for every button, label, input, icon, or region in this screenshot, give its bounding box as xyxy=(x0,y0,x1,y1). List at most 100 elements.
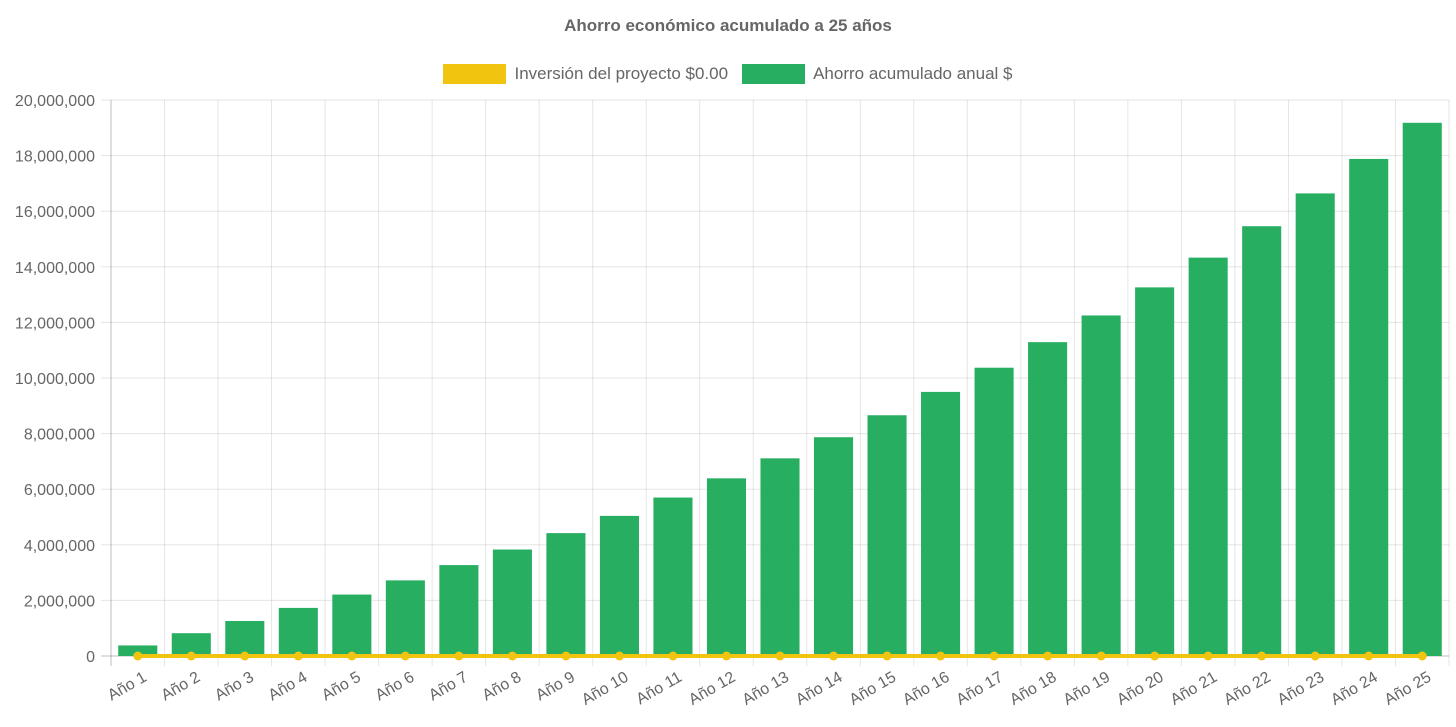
x-tick-label: Año 1 xyxy=(105,669,150,705)
bar xyxy=(1402,122,1442,656)
y-tick-label: 10,000,000 xyxy=(15,371,95,388)
line-point xyxy=(1043,651,1053,661)
bar xyxy=(1081,315,1121,656)
x-tick-label: Año 21 xyxy=(1168,669,1221,709)
x-tick-label: Año 7 xyxy=(426,669,471,705)
x-tick-label: Año 16 xyxy=(900,669,953,709)
line-point xyxy=(614,651,624,661)
x-tick-label: Año 12 xyxy=(686,669,739,709)
bar xyxy=(1295,193,1335,656)
y-tick-label: 12,000,000 xyxy=(15,315,95,332)
bar xyxy=(171,633,211,656)
line-point xyxy=(293,651,303,661)
line-point xyxy=(1203,651,1213,661)
bar xyxy=(1028,342,1068,656)
x-axis: Año 1 Año 2 Año 3 Año 4 Año 5 Año 6 Año 7 Año 8… xyxy=(105,669,1434,709)
bar xyxy=(760,458,800,656)
x-tick-label: Año 18 xyxy=(1007,669,1060,709)
x-tick-label: Año 2 xyxy=(159,669,204,705)
x-tick-label: Año 4 xyxy=(266,669,311,705)
x-tick-label: Año 25 xyxy=(1382,669,1435,709)
line-point xyxy=(989,651,999,661)
bar xyxy=(492,549,532,656)
legend-item-inversion[interactable]: Inversión del proyecto $0.00 xyxy=(443,64,728,84)
y-tick-label: 6,000,000 xyxy=(24,482,95,499)
line-point xyxy=(507,651,517,661)
x-tick-label: Año 20 xyxy=(1114,669,1167,709)
line-point xyxy=(1150,651,1160,661)
bar xyxy=(1188,257,1228,656)
line-point xyxy=(347,651,357,661)
x-tick-label: Año 6 xyxy=(373,669,418,705)
bar xyxy=(1349,158,1389,656)
line-point xyxy=(1257,651,1267,661)
x-tick-label: Año 22 xyxy=(1221,669,1274,709)
bar xyxy=(706,478,747,656)
bar xyxy=(653,497,693,656)
y-tick-label: 14,000,000 xyxy=(15,260,95,277)
bar xyxy=(599,515,639,656)
legend: Inversión del proyecto $0.00 Ahorro acum… xyxy=(0,64,1456,84)
y-tick-label: 8,000,000 xyxy=(24,427,95,444)
bar xyxy=(332,594,372,656)
x-tick-label: Año 13 xyxy=(740,669,793,709)
line-point xyxy=(668,651,678,661)
line-point xyxy=(1310,651,1320,661)
y-tick-label: 0 xyxy=(86,649,95,666)
legend-label-inversion: Inversión del proyecto $0.00 xyxy=(514,64,729,83)
line-point xyxy=(561,651,571,661)
line-layer xyxy=(133,651,1427,661)
bar-layer xyxy=(118,122,1442,656)
x-tick-label: Año 8 xyxy=(480,669,525,705)
line-point xyxy=(829,651,839,661)
legend-swatch-ahorro xyxy=(742,64,806,84)
y-tick-label: 4,000,000 xyxy=(24,538,95,555)
x-tick-label: Año 24 xyxy=(1328,669,1381,709)
bar xyxy=(118,645,158,656)
line-point xyxy=(882,651,892,661)
line-point xyxy=(1096,651,1106,661)
bar xyxy=(385,580,425,656)
x-tick-label: Año 3 xyxy=(212,669,257,705)
legend-swatch-inversion xyxy=(443,64,507,84)
bar xyxy=(974,367,1014,656)
x-tick-label: Año 10 xyxy=(579,669,632,709)
x-tick-label: Año 15 xyxy=(847,669,900,709)
bar xyxy=(225,620,265,656)
x-tick-label: Año 9 xyxy=(533,669,578,705)
line-point xyxy=(1417,651,1427,661)
x-tick-label: Año 17 xyxy=(954,669,1007,709)
x-tick-label: Año 5 xyxy=(319,669,364,705)
chart-title: Ahorro económico acumulado a 25 años xyxy=(564,16,892,35)
bar xyxy=(278,607,318,656)
line-point xyxy=(186,651,196,661)
line-point xyxy=(133,651,143,661)
bar xyxy=(921,391,961,656)
y-tick-label: 16,000,000 xyxy=(15,204,95,221)
y-tick-label: 18,000,000 xyxy=(15,149,95,166)
bar xyxy=(439,565,479,656)
line-point xyxy=(721,651,731,661)
x-tick-label: Año 23 xyxy=(1275,669,1328,709)
y-axis: 0 2,000,000 4,000,000 6,000,000 8,000,000 10,… xyxy=(15,93,95,666)
y-tick-label: 20,000,000 xyxy=(15,93,95,110)
bar xyxy=(546,533,586,656)
line-point xyxy=(1364,651,1374,661)
legend-label-ahorro: Ahorro acumulado anual $ xyxy=(813,64,1013,83)
x-tick-label: Año 11 xyxy=(634,669,685,709)
line-point xyxy=(400,651,410,661)
bar xyxy=(1242,226,1282,656)
line-point xyxy=(936,651,946,661)
x-tick-label: Año 14 xyxy=(793,669,846,709)
y-tick-label: 2,000,000 xyxy=(24,593,95,610)
line-point xyxy=(454,651,464,661)
bar xyxy=(867,415,907,656)
bar xyxy=(813,437,854,656)
line-point xyxy=(240,651,250,661)
line-point xyxy=(775,651,785,661)
legend-item-ahorro[interactable]: Ahorro acumulado anual $ xyxy=(742,64,1013,84)
bar xyxy=(1135,287,1175,656)
x-tick-label: Año 19 xyxy=(1061,669,1114,709)
